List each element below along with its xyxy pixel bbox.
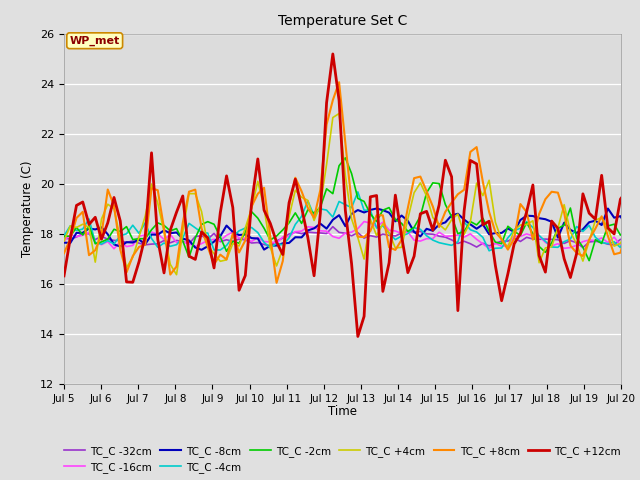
Y-axis label: Temperature (C): Temperature (C) xyxy=(22,160,35,257)
Line: TC_C -8cm: TC_C -8cm xyxy=(64,208,640,250)
TC_C -2cm xyxy=(60,233,68,239)
TC_C +8cm xyxy=(229,230,237,236)
TC_C +8cm xyxy=(335,79,343,85)
TC_C -4cm xyxy=(367,207,374,213)
TC_C +4cm xyxy=(372,233,380,239)
TC_C -16cm xyxy=(323,228,330,234)
TC_C +12cm xyxy=(392,192,399,198)
TC_C -8cm xyxy=(367,207,374,213)
TC_C +8cm xyxy=(392,247,399,253)
TC_C +4cm xyxy=(173,272,180,277)
TC_C +8cm xyxy=(323,121,330,127)
TC_C -8cm xyxy=(236,232,243,238)
TC_C +4cm xyxy=(236,243,243,249)
Text: WP_met: WP_met xyxy=(70,36,120,46)
TC_C -32cm xyxy=(579,245,587,251)
TC_C -2cm xyxy=(385,204,393,210)
TC_C -2cm xyxy=(141,236,149,241)
TC_C -8cm xyxy=(372,205,380,211)
TC_C -4cm xyxy=(385,230,393,236)
TC_C -16cm xyxy=(360,219,368,225)
TC_C +12cm xyxy=(354,334,362,339)
TC_C -2cm xyxy=(317,204,324,210)
TC_C +8cm xyxy=(616,250,624,255)
TC_C -16cm xyxy=(236,235,243,241)
TC_C -16cm xyxy=(110,246,118,252)
TC_C -4cm xyxy=(141,220,149,226)
TC_C +8cm xyxy=(141,242,149,248)
TC_C +4cm xyxy=(616,240,624,246)
TC_C -32cm xyxy=(616,237,624,242)
TC_C -8cm xyxy=(141,241,149,247)
TC_C +12cm xyxy=(60,273,68,279)
X-axis label: Time: Time xyxy=(328,405,357,418)
TC_C -32cm xyxy=(317,230,324,236)
TC_C -4cm xyxy=(317,206,324,212)
Line: TC_C +8cm: TC_C +8cm xyxy=(64,82,640,283)
TC_C +12cm xyxy=(317,210,324,216)
Line: TC_C -32cm: TC_C -32cm xyxy=(64,227,640,248)
TC_C +8cm xyxy=(60,251,68,256)
Line: TC_C -16cm: TC_C -16cm xyxy=(64,222,640,249)
TC_C +4cm xyxy=(335,111,343,117)
Line: TC_C +12cm: TC_C +12cm xyxy=(64,54,640,336)
TC_C -2cm xyxy=(616,232,624,238)
TC_C -8cm xyxy=(60,240,68,245)
TC_C -16cm xyxy=(392,228,399,234)
Line: TC_C -2cm: TC_C -2cm xyxy=(64,158,640,261)
Line: TC_C +4cm: TC_C +4cm xyxy=(64,114,640,275)
TC_C -16cm xyxy=(616,242,624,248)
TC_C -4cm xyxy=(229,234,237,240)
TC_C -2cm xyxy=(367,211,374,217)
TC_C -2cm xyxy=(229,239,237,244)
TC_C +12cm xyxy=(229,204,237,210)
TC_C +12cm xyxy=(616,196,624,202)
TC_C -8cm xyxy=(198,247,205,252)
TC_C -32cm xyxy=(229,239,237,244)
TC_C +12cm xyxy=(372,192,380,198)
TC_C +8cm xyxy=(273,280,280,286)
TC_C -32cm xyxy=(367,233,374,239)
Title: Temperature Set C: Temperature Set C xyxy=(278,14,407,28)
TC_C -32cm xyxy=(141,242,149,248)
TC_C -4cm xyxy=(354,189,362,195)
TC_C -16cm xyxy=(372,224,380,229)
TC_C -16cm xyxy=(148,229,156,235)
TC_C -8cm xyxy=(323,226,330,231)
TC_C -2cm xyxy=(586,258,593,264)
TC_C -32cm xyxy=(329,224,337,229)
Legend: TC_C -32cm, TC_C -16cm, TC_C -8cm, TC_C -4cm, TC_C -2cm, TC_C +4cm, TC_C +8cm, T: TC_C -32cm, TC_C -16cm, TC_C -8cm, TC_C … xyxy=(60,442,625,477)
TC_C +4cm xyxy=(60,238,68,244)
TC_C -32cm xyxy=(385,232,393,238)
TC_C +4cm xyxy=(323,162,330,168)
Line: TC_C -4cm: TC_C -4cm xyxy=(64,192,640,251)
TC_C +12cm xyxy=(141,233,149,239)
TC_C -4cm xyxy=(485,248,493,253)
TC_C +12cm xyxy=(329,51,337,57)
TC_C -8cm xyxy=(392,218,399,224)
TC_C +4cm xyxy=(141,213,149,219)
TC_C -32cm xyxy=(60,235,68,240)
TC_C -8cm xyxy=(616,213,624,219)
TC_C -4cm xyxy=(616,245,624,251)
TC_C +8cm xyxy=(372,213,380,218)
TC_C -16cm xyxy=(60,239,68,244)
TC_C -2cm xyxy=(342,155,349,161)
TC_C -4cm xyxy=(60,233,68,239)
TC_C +4cm xyxy=(392,245,399,251)
